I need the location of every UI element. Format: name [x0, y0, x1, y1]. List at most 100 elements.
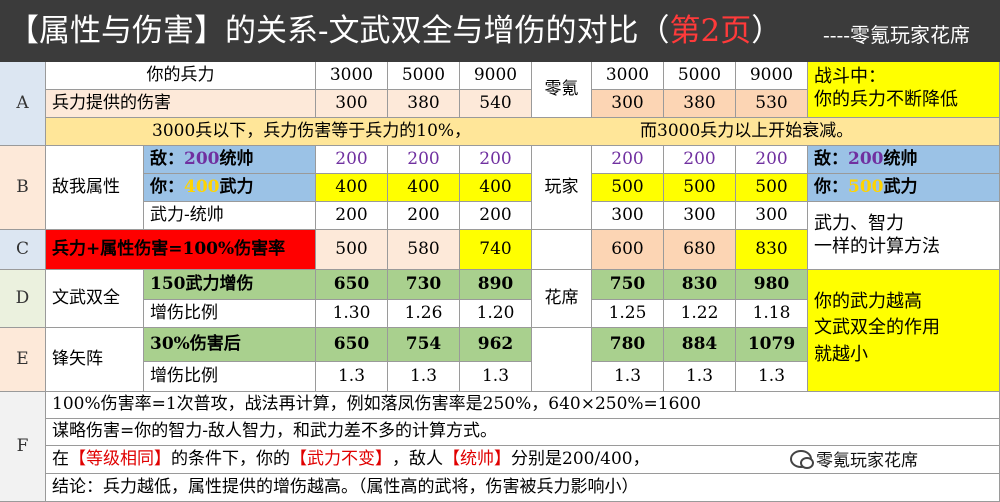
wechat-icon [790, 449, 814, 469]
c-right-1: 600 [592, 230, 664, 270]
note-enemy-tong: 敌： 200 统帅 [808, 146, 1000, 174]
e-left-ratio-3: 1.3 [460, 362, 532, 392]
e-side-blank [532, 328, 592, 392]
c-left-3: 740 [460, 230, 532, 270]
wenwu-label: 文武双全 [46, 270, 144, 328]
c-right-2: 680 [664, 230, 736, 270]
title-bar: 【属性与伤害】的关系-文武双全与增伤的对比（第2页） ----零氪玩家花席 [0, 0, 1000, 62]
note-battle-title: 战斗中： [814, 66, 886, 87]
d-right-val-3: 980 [736, 270, 808, 300]
right-diff-1: 300 [592, 202, 664, 230]
right-self-3: 500 [736, 174, 808, 202]
c-left-1: 500 [316, 230, 388, 270]
right-damage-1: 300 [592, 90, 664, 118]
fengshi-ratio-label: 增伤比例 [144, 362, 316, 392]
section-e: E [0, 328, 46, 392]
left-diff-1: 200 [316, 202, 388, 230]
left-enemy-3: 200 [460, 146, 532, 174]
right-diff-2: 300 [664, 202, 736, 230]
d-right-ratio-3: 1.18 [736, 300, 808, 328]
e-right-ratio-2: 1.3 [664, 362, 736, 392]
d-right-val-1: 750 [592, 270, 664, 300]
left-damage-2: 380 [388, 90, 460, 118]
enemy-tong: 敌： 200 统帅 [144, 146, 316, 174]
section-d: D [0, 270, 46, 328]
e-right-ratio-3: 1.3 [736, 362, 808, 392]
e-left-val-2: 754 [388, 328, 460, 362]
note-battle-body: 你的兵力不断降低 [814, 88, 958, 110]
note-self-wu: 你： 500 武力 [808, 174, 1000, 202]
e-right-ratio-1: 1.3 [592, 362, 664, 392]
fengshi-label: 锋矢阵 [46, 328, 144, 392]
left-self-2: 400 [388, 174, 460, 202]
note-battle: 战斗中： 你的兵力不断降低 [808, 62, 1000, 118]
right-damage-2: 380 [664, 90, 736, 118]
left-diff-3: 200 [460, 202, 532, 230]
section-b: B [0, 146, 46, 230]
f-line-2: 谋略伤害=你的智力-敌人智力，和武力差不多的计算方式。 [46, 419, 1000, 446]
side-label-player: 玩家 [532, 146, 592, 230]
d-right-ratio-1: 1.25 [592, 300, 664, 328]
note-method: 武力、智力 一样的计算方法 [808, 202, 1000, 270]
c-right-3: 830 [736, 230, 808, 270]
wenwu-ratio-label: 增伤比例 [144, 300, 316, 328]
f-line-4: 结论：兵力越低，属性提供的增伤越高。（属性高的武将，伤害被兵力影响小） [46, 474, 1000, 502]
banner-row: 3000兵以下，兵力伤害等于兵力的10%， 而3000兵力以上开始衰减。 [46, 118, 1000, 146]
section-a: A [0, 62, 46, 146]
left-self-3: 400 [460, 174, 532, 202]
right-enemy-3: 200 [736, 146, 808, 174]
page-title: 【属性与伤害】的关系-文武双全与增伤的对比（第2页） [8, 13, 783, 49]
d-left-ratio-2: 1.26 [388, 300, 460, 328]
e-left-ratio-2: 1.3 [388, 362, 460, 392]
right-self-1: 500 [592, 174, 664, 202]
watermark-text: 零氪玩家花席 [816, 451, 918, 471]
damage-label: 兵力提供的伤害 [46, 90, 316, 118]
right-troops-2: 5000 [664, 62, 736, 90]
d-left-ratio-3: 1.20 [460, 300, 532, 328]
left-enemy-1: 200 [316, 146, 388, 174]
e-right-val-2: 884 [664, 328, 736, 362]
section-c: C [0, 230, 46, 270]
c-left-2: 580 [388, 230, 460, 270]
e-right-val-3: 1079 [736, 328, 808, 362]
left-self-1: 400 [316, 174, 388, 202]
author-label: ----零氪玩家花席 [823, 23, 971, 47]
right-enemy-1: 200 [592, 146, 664, 174]
right-damage-3: 530 [736, 90, 808, 118]
d-left-val-3: 890 [460, 270, 532, 300]
left-troops-1: 3000 [316, 62, 388, 90]
page-number: 第2页 [669, 13, 752, 49]
d-right-ratio-2: 1.22 [664, 300, 736, 328]
d-left-val-2: 730 [388, 270, 460, 300]
troops-label: 你的兵力 [46, 62, 316, 90]
attr-label: 敌我属性 [46, 146, 144, 230]
e-left-val-1: 650 [316, 328, 388, 362]
left-enemy-2: 200 [388, 146, 460, 174]
left-damage-3: 540 [460, 90, 532, 118]
left-damage-1: 300 [316, 90, 388, 118]
side-label-huaxi: 花席 [532, 270, 592, 328]
wenwu-bonus-label: 150武力增伤 [144, 270, 316, 300]
right-self-2: 500 [664, 174, 736, 202]
e-right-val-1: 780 [592, 328, 664, 362]
right-enemy-2: 200 [664, 146, 736, 174]
e-left-val-3: 962 [460, 328, 532, 362]
full-damage-label: 兵力+属性伤害=100%伤害率 [46, 230, 316, 270]
watermark: 零氪玩家花席 [790, 446, 918, 471]
left-diff-2: 200 [388, 202, 460, 230]
self-wu: 你： 400 武力 [144, 174, 316, 202]
note-wuli: 你的武力越高 文武双全的作用 就越小 [808, 270, 1000, 392]
right-troops-3: 9000 [736, 62, 808, 90]
section-f: F [0, 392, 46, 502]
f-line-3: 在【等级相同】 的条件下，你的 【武力不变】 ，敌人 【统帅】 分别是200/400， [46, 446, 1000, 474]
fengshi-bonus-label: 30%伤害后 [144, 328, 316, 362]
d-left-ratio-1: 1.30 [316, 300, 388, 328]
right-troops-1: 3000 [592, 62, 664, 90]
f-line-1: 100%伤害率=1次普攻，战法再计算，例如落凤伤害率是250%，640×250%… [46, 392, 1000, 419]
d-left-val-1: 650 [316, 270, 388, 300]
banner-right: 而3000兵力以上开始衰减。 [640, 120, 854, 141]
side-label-lingke: 零氪 [532, 62, 592, 118]
banner-left: 3000兵以下，兵力伤害等于兵力的10%， [152, 120, 472, 141]
right-diff-3: 300 [736, 202, 808, 230]
